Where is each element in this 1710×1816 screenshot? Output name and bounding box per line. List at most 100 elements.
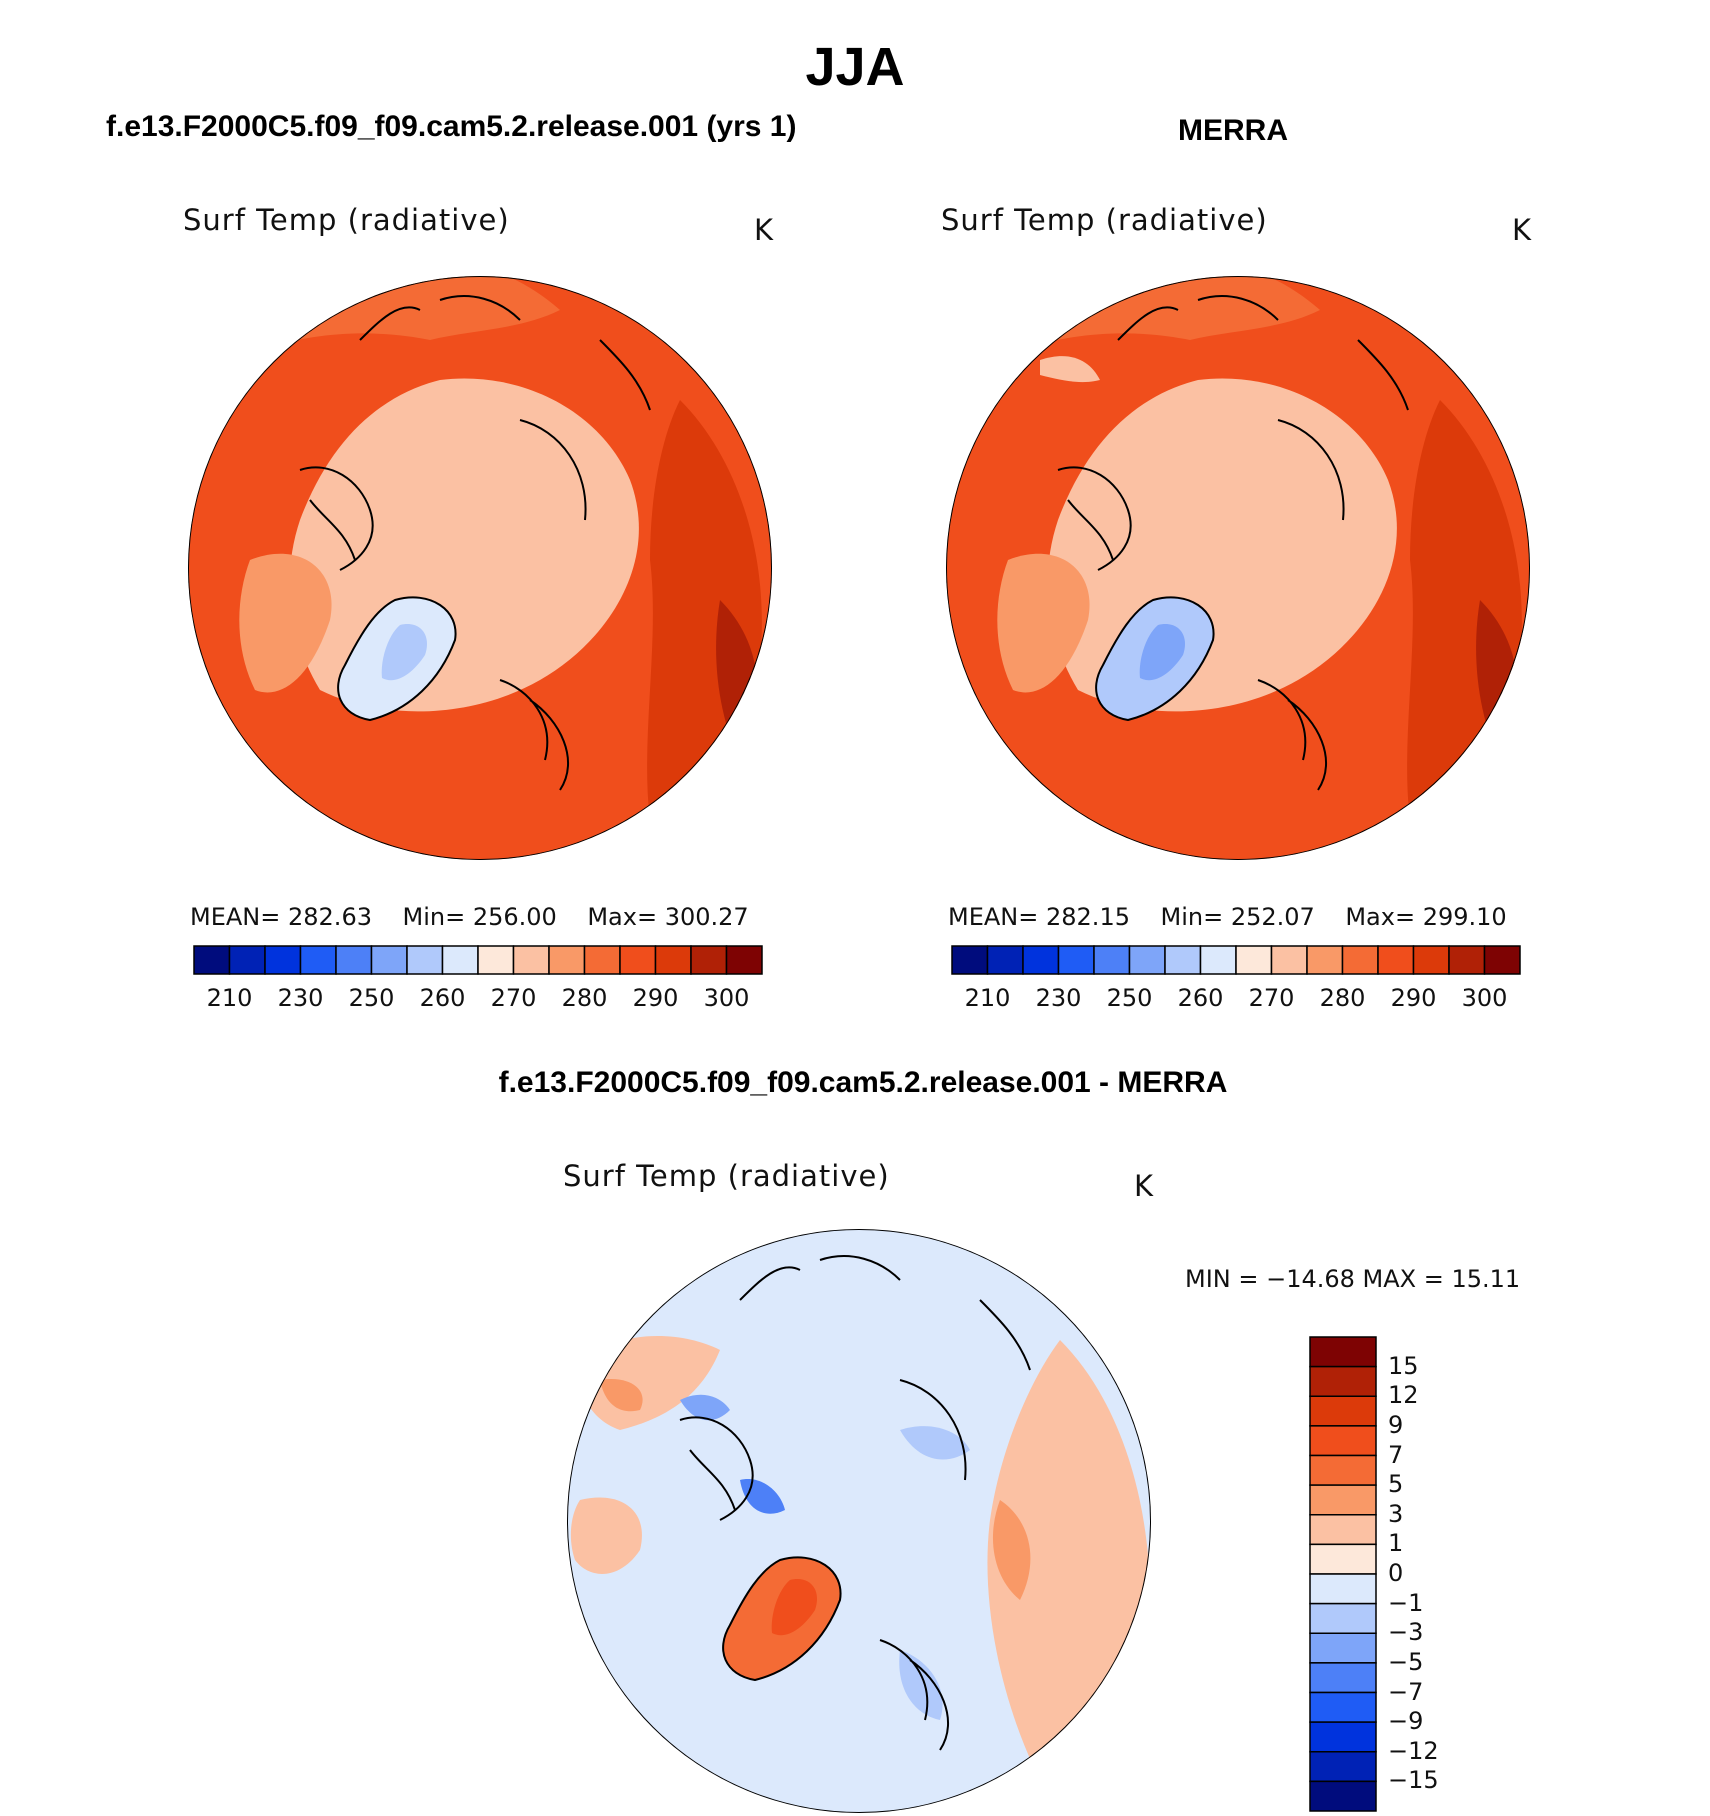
obs-colorbar-tick-label: 260 [1177, 984, 1224, 1012]
obs-panel-title: MERRA [1178, 114, 1288, 147]
diff-variable-label: Surf Temp (radiative) [563, 1159, 890, 1193]
model-variable-label: Surf Temp (radiative) [183, 203, 510, 237]
obs-colorbar-tick-label: 300 [1461, 984, 1508, 1012]
diff-colorbar-box [1309, 1484, 1377, 1516]
obs-min-value: 252.07 [1230, 903, 1315, 931]
model-min-label: Min= [402, 903, 466, 931]
obs-siberia-cool [1040, 356, 1100, 383]
model-colorbar-box [619, 945, 657, 975]
model-colorbar-box [548, 945, 586, 975]
model-colorbar-box [228, 945, 266, 975]
model-colorbar-tick-label: 300 [703, 984, 750, 1012]
diff-colorbar-box [1309, 1602, 1377, 1634]
model-colorbar-tick-label: 230 [277, 984, 324, 1012]
diff-colorbar-box [1309, 1751, 1377, 1783]
diff-colorbar-box [1309, 1662, 1377, 1694]
diff-colorbar-tick-label: 5 [1388, 1470, 1404, 1499]
diff-colorbar-tick-label: −1 [1388, 1588, 1424, 1617]
obs-coastlines-north [1117, 295, 1409, 411]
diff-colorbar-tick-label: −7 [1388, 1677, 1424, 1706]
diff-colorbar-box [1309, 1425, 1377, 1457]
obs-max-label: Max= [1345, 903, 1416, 931]
obs-colorbar-box [951, 945, 989, 975]
diff-colorbar-tick-label: 0 [1388, 1559, 1404, 1587]
model-coastlines-north [359, 295, 651, 411]
obs-colorbar-box [1128, 945, 1166, 975]
diff-alaska-hot [600, 1379, 643, 1412]
diff-panel-title: f.e13.F2000C5.f09_f09.cam5.2.release.001… [498, 1066, 1228, 1099]
diff-eurasia-hot [992, 1500, 1031, 1600]
model-stats: MEAN= 282.63 Min= 256.00 Max= 300.27 [190, 903, 749, 931]
model-colorbar-box [193, 945, 231, 975]
diff-colorbar-tick-label: 9 [1388, 1410, 1404, 1439]
diff-colorbar-box [1309, 1365, 1377, 1397]
diff-units-label: K [1134, 1169, 1155, 1203]
model-canada-mild [239, 553, 332, 693]
obs-colorbar-tick-label: 250 [1106, 984, 1153, 1012]
diff-colorbar-tick-label: 12 [1388, 1381, 1419, 1410]
obs-variable-label: Surf Temp (radiative) [941, 203, 1268, 237]
diff-scandinavia-cool [899, 1650, 943, 1720]
model-colorbar-box [264, 945, 302, 975]
model-colorbar-box [583, 945, 621, 975]
model-max-value: 300.27 [664, 903, 749, 931]
obs-colorbar-box [1164, 945, 1202, 975]
diff-colorbar-box [1309, 1454, 1377, 1486]
model-coastlines [299, 419, 587, 791]
model-colorbar-box [335, 945, 373, 975]
model-colorbar-box [406, 945, 444, 975]
diff-colorbar-box [1309, 1543, 1377, 1575]
obs-min-label: Min= [1160, 903, 1224, 931]
model-mean-label: MEAN= [190, 903, 281, 931]
diff-colorbar-box [1309, 1721, 1377, 1753]
diff-coastlines-north [739, 1255, 1031, 1371]
diff-colorbar-tick-label: −15 [1388, 1766, 1439, 1795]
diff-colorbar-tick-label: −9 [1388, 1707, 1424, 1736]
obs-colorbar-box [986, 945, 1024, 975]
obs-colorbar-box [1199, 945, 1237, 975]
diff-siberia-cool [680, 1394, 730, 1421]
figure-title: JJA [805, 37, 905, 97]
model-colorbar-tick-label: 260 [419, 984, 466, 1012]
diff-colorbar-tick-label: 15 [1388, 1351, 1419, 1380]
diff-colorbar-box [1309, 1780, 1377, 1812]
diff-colorbar-box [1309, 1514, 1377, 1546]
model-panel-title: f.e13.F2000C5.f09_f09.cam5.2.release.001… [106, 110, 797, 143]
model-max-label: Max= [587, 903, 658, 931]
model-colorbar-box [512, 945, 550, 975]
model-colorbar-box [370, 945, 408, 975]
diff-colorbar-tick-label: −5 [1388, 1647, 1424, 1676]
obs-greenland-core [1139, 624, 1186, 681]
diff-greenland-coast [722, 1556, 842, 1682]
obs-colorbar [951, 945, 1521, 975]
diff-colorbar-tick-label: 7 [1388, 1440, 1404, 1469]
diff-canada-warm [570, 1497, 642, 1574]
model-colorbar-tick-label: 270 [490, 984, 537, 1012]
diff-colorbar-tick-label: −12 [1388, 1736, 1439, 1765]
obs-map [946, 276, 1530, 860]
model-colorbar-tick-label: 280 [561, 984, 608, 1012]
model-colorbar-box [477, 945, 515, 975]
model-colorbar-box [299, 945, 337, 975]
model-colorbar [193, 945, 763, 975]
diff-colorbar-box [1309, 1691, 1377, 1723]
model-colorbar-box [725, 945, 763, 975]
diff-map [567, 1229, 1151, 1813]
obs-max-value: 299.10 [1422, 903, 1507, 931]
obs-mean-value: 282.15 [1046, 903, 1130, 931]
obs-colorbar-tick-label: 280 [1319, 984, 1366, 1012]
obs-mean-label: MEAN= [948, 903, 1039, 931]
model-units-label: K [754, 213, 775, 247]
model-colorbar-box [654, 945, 692, 975]
diff-colorbar-tick-label: 1 [1388, 1529, 1404, 1558]
obs-colorbar-box [1448, 945, 1486, 975]
diff-colorbar-tick-label: 3 [1388, 1499, 1404, 1528]
diff-colorbar-tick-label: −3 [1388, 1618, 1424, 1647]
diff-colorbar-box [1309, 1632, 1377, 1664]
obs-colorbar-box [1057, 945, 1095, 975]
model-greenland-coast [337, 596, 457, 722]
obs-colorbar-box [1377, 945, 1415, 975]
obs-colorbar-tick-label: 270 [1248, 984, 1295, 1012]
obs-colorbar-box [1341, 945, 1379, 975]
